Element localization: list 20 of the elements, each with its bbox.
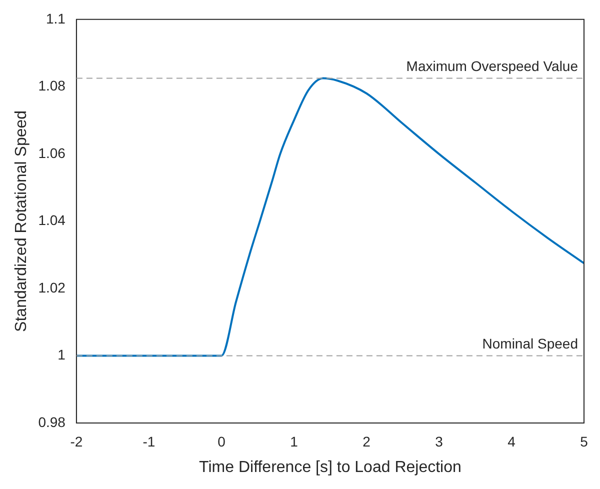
- y-tick-label: 1.1: [46, 10, 66, 26]
- x-tick-label: -2: [70, 433, 83, 450]
- ref-line-label: Maximum Overspeed Value: [406, 58, 578, 74]
- y-tick-label: 1: [58, 346, 66, 363]
- y-tick-label: 1.04: [38, 212, 66, 228]
- y-tick-label: 1.02: [38, 279, 66, 296]
- x-axis-title: Time Difference [s] to Load Rejection: [199, 458, 462, 476]
- line-series: [76, 77, 584, 357]
- x-tick-label: -1: [142, 433, 156, 450]
- y-tick-label: 1.08: [38, 78, 66, 94]
- x-tick-label: 1: [290, 433, 298, 450]
- x-tick-label: 5: [580, 433, 588, 450]
- x-tick-label: 2: [362, 433, 371, 450]
- ref-line-label: Nominal Speed: [482, 336, 578, 352]
- x-tick-label: 3: [435, 433, 444, 450]
- y-tick-label: 0.98: [38, 414, 66, 430]
- y-tick-label: 1.06: [38, 144, 66, 161]
- y-axis-title: Standardized Rotational Speed: [13, 110, 30, 332]
- x-tick-label: 0: [218, 433, 226, 450]
- x-tick-label: 4: [508, 433, 516, 450]
